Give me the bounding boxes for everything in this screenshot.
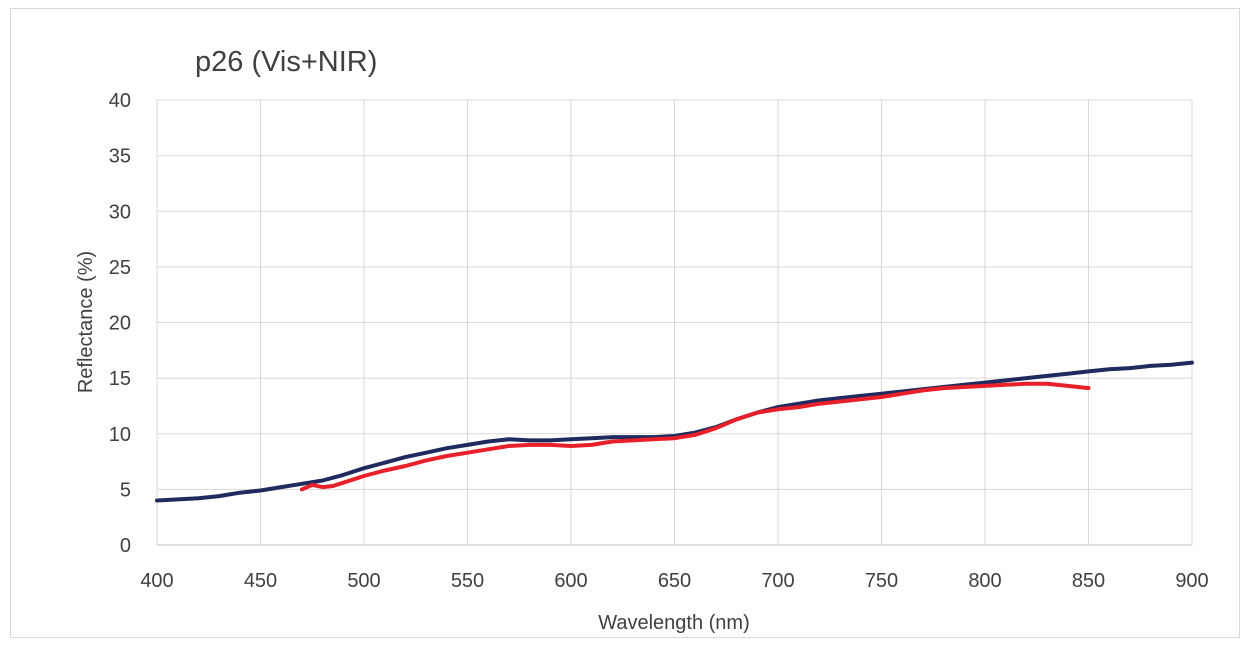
x-tick-label: 450	[244, 570, 277, 592]
y-tick-label: 0	[120, 535, 131, 557]
series-line-1	[155, 360, 1194, 503]
x-tick-label: 850	[1072, 570, 1105, 592]
y-axis-label: Reflectance (%)	[75, 251, 97, 393]
x-tick-label: 600	[554, 570, 587, 592]
y-tick-label: 35	[109, 146, 131, 168]
x-tick-labels: 400 450 500 550 600 650 700 750 800 850 900	[140, 570, 1208, 592]
y-tick-label: 30	[109, 201, 131, 223]
x-tick-label: 550	[451, 570, 484, 592]
y-tick-label: 20	[109, 313, 131, 335]
x-tick-label: 650	[658, 570, 691, 592]
chart-title: p26 (Vis+NIR)	[195, 46, 377, 78]
y-tick-labels: 0 5 10 15 20 25 30 35 40	[109, 90, 131, 557]
y-tick-label: 5	[120, 479, 131, 501]
x-tick-label: 800	[968, 570, 1001, 592]
series-layer	[155, 360, 1194, 503]
y-tick-label: 40	[109, 90, 131, 112]
x-tick-label: 900	[1175, 570, 1208, 592]
series-line-2	[299, 381, 1091, 492]
y-tick-label: 10	[109, 424, 131, 446]
y-tick-label: 15	[109, 368, 131, 390]
x-tick-label: 400	[140, 570, 173, 592]
x-tick-label: 750	[865, 570, 898, 592]
grid-lines	[156, 99, 1193, 546]
x-tick-label: 500	[347, 570, 380, 592]
y-tick-label: 25	[109, 257, 131, 279]
x-tick-label: 700	[761, 570, 794, 592]
x-axis-label: Wavelength (nm)	[598, 612, 750, 634]
